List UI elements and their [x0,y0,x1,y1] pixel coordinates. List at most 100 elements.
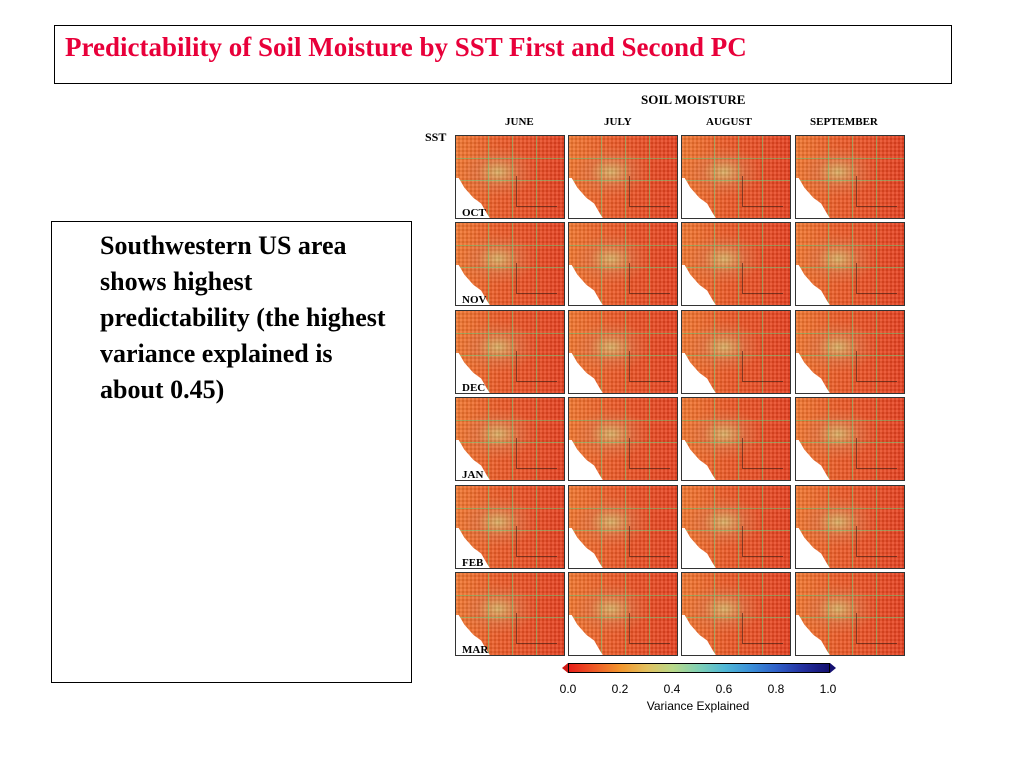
map-gridline [796,530,904,531]
colorbar-max-arrow [830,663,836,673]
colorbar [568,663,830,673]
map-gridline [512,398,513,480]
row-label-oct: OCT [462,207,486,219]
colorbar-label: Variance Explained [646,699,750,713]
colorbar-min-arrow [562,663,568,673]
map-panel-mar-august [681,572,791,656]
map-gridline [536,398,537,480]
map-gridline [456,617,564,618]
map-gridline [714,223,715,305]
map-gridline [828,223,829,305]
map-gridline [569,508,677,509]
map-panel-nov-july [568,222,678,306]
map-state-gridlines [569,573,677,655]
map-gridline [625,573,626,655]
map-country-border [629,263,670,294]
map-gridline [536,223,537,305]
map-panel-jan-august [681,397,791,481]
map-gridline [714,398,715,480]
map-panel-mar-june [455,572,565,656]
map-gridline [536,311,537,393]
map-gridline [852,573,853,655]
map-gridline [512,573,513,655]
map-gridline [625,223,626,305]
map-gridline [852,223,853,305]
map-country-border [516,613,557,644]
row-axis-label: SST [425,130,447,144]
bullet-text-box: Southwestern US area shows highest predi… [51,221,412,683]
map-panel-feb-september [795,485,905,569]
map-panel-nov-september [795,222,905,306]
column-label-september: SEPTEMBER [810,116,878,128]
map-country-border [856,351,897,382]
map-gridline [569,245,677,246]
map-gridline [682,333,790,334]
map-gridline [738,398,739,480]
map-gridline [649,311,650,393]
colorbar-tick-label: 0.6 [715,682,733,696]
map-gridline [796,595,904,596]
map-state-gridlines [796,311,904,393]
map-gridline [569,333,677,334]
map-gridline [738,223,739,305]
map-gridline [852,398,853,480]
map-country-border [742,526,783,557]
map-state-gridlines [569,486,677,568]
column-label-july: JULY [604,116,632,128]
map-gridline [876,136,877,218]
map-gridline [852,311,853,393]
map-country-border [856,526,897,557]
map-gridline [569,420,677,421]
map-gridline [569,442,677,443]
map-gridline [762,573,763,655]
column-label-june: JUNE [505,116,534,128]
map-gridline [512,486,513,568]
map-gridline [536,136,537,218]
map-gridline [762,398,763,480]
map-panel-jan-july [568,397,678,481]
map-gridline [488,136,489,218]
map-country-border [629,526,670,557]
map-gridline [682,508,790,509]
map-state-gridlines [682,311,790,393]
map-gridline [876,486,877,568]
map-gridline [796,245,904,246]
map-gridline [456,267,564,268]
map-panel-jan-september [795,397,905,481]
map-gridline [488,486,489,568]
map-panel-oct-september [795,135,905,219]
map-gridline [738,573,739,655]
map-gridline [456,158,564,159]
map-country-border [516,438,557,469]
map-gridline [738,136,739,218]
map-gridline [488,223,489,305]
map-panel-oct-june [455,135,565,219]
map-gridline [625,311,626,393]
row-label-jan: JAN [462,469,484,481]
map-state-gridlines [796,136,904,218]
map-country-border [856,438,897,469]
map-gridline [456,508,564,509]
map-panel-oct-july [568,135,678,219]
map-gridline [569,158,677,159]
map-gridline [601,136,602,218]
map-country-border [629,176,670,207]
map-gridline [796,442,904,443]
map-gridline [762,486,763,568]
map-gridline [682,245,790,246]
map-gridline [536,573,537,655]
map-gridline [796,355,904,356]
map-state-gridlines [456,398,564,480]
map-gridline [488,311,489,393]
map-country-border [629,438,670,469]
map-gridline [512,311,513,393]
map-gridline [456,530,564,531]
map-state-gridlines [456,573,564,655]
map-gridline [569,355,677,356]
map-state-gridlines [456,486,564,568]
map-gridline [738,311,739,393]
map-country-border [742,438,783,469]
map-gridline [876,398,877,480]
map-gridline [682,180,790,181]
map-gridline [828,136,829,218]
